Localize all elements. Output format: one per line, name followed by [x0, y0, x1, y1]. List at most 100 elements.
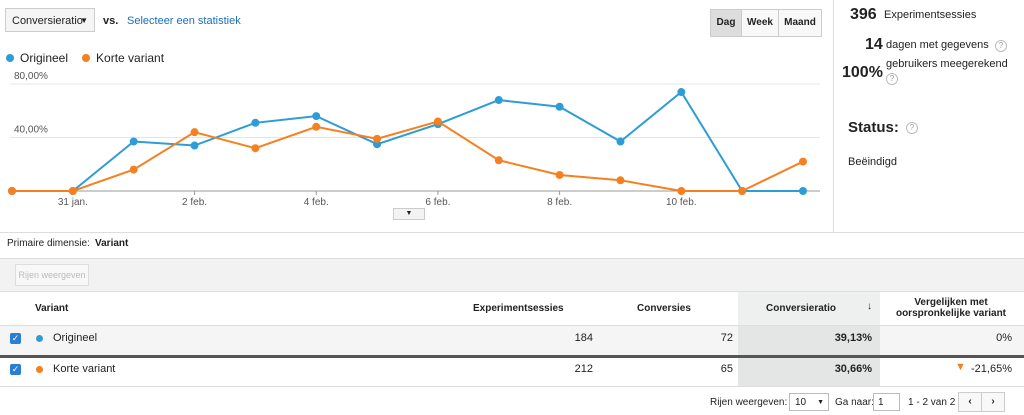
prev-button[interactable]: ‹	[958, 392, 982, 412]
rows-value: 10	[795, 397, 807, 408]
collapse-toggle[interactable]: ▼	[393, 208, 425, 220]
point	[677, 88, 686, 97]
select-metric[interactable]: Selecteer een statistiek	[127, 15, 241, 27]
vs: vs.	[103, 15, 119, 27]
sorted-cell	[738, 326, 880, 355]
x-tick-label: 6 feb.	[425, 197, 450, 208]
divider	[0, 386, 1024, 387]
divider	[0, 232, 1024, 233]
rows-button[interactable]: Rijen weergeven	[15, 264, 89, 286]
point	[129, 137, 138, 146]
next-button[interactable]: ›	[981, 392, 1005, 412]
point	[799, 187, 807, 195]
point	[799, 157, 807, 166]
point	[373, 134, 382, 143]
series-line	[12, 120, 804, 192]
x-tick-label: 8 feb.	[547, 197, 572, 208]
legend-dot	[6, 54, 14, 62]
chart: 40,00% 80,00% 31 jan. 2 feb. 4 feb. 6 feb. 8 f…	[8, 71, 820, 208]
point	[555, 170, 564, 179]
dimension-value[interactable]: Variant	[95, 238, 129, 249]
cell: 39,13%	[834, 332, 872, 344]
cell: 212	[574, 363, 593, 375]
month-button[interactable]: Maand	[778, 9, 822, 37]
help-icon[interactable]: ?	[886, 73, 898, 85]
week-button[interactable]: Week	[741, 9, 779, 37]
cell: Origineel	[53, 332, 98, 344]
point	[433, 117, 442, 126]
point	[494, 156, 503, 165]
metric: Conversieratio	[12, 15, 83, 27]
point	[616, 176, 625, 185]
days-label: dagen met gegevens	[886, 39, 989, 51]
metric-dropdown[interactable]: Conversieratio ▼	[5, 8, 95, 32]
x-tick-label: 2 feb.	[182, 197, 207, 208]
point	[738, 187, 747, 195]
cell: 0%	[996, 332, 1012, 344]
sessions-label: Experimentsessies	[884, 9, 977, 21]
sorted-cell	[738, 358, 880, 386]
header[interactable]: Experimentsessies	[473, 303, 564, 314]
goto-label: Ga naar:	[835, 397, 874, 408]
cell: 184	[574, 332, 593, 344]
cell: -21,65%	[971, 363, 1012, 375]
y-tick-label: 80,00%	[14, 71, 48, 82]
point	[312, 122, 321, 131]
x-tick-label: 31 jan.	[58, 197, 88, 208]
point	[616, 137, 625, 146]
range: 1 - 2 van 2	[908, 397, 956, 408]
legend-label: Origineel	[20, 51, 69, 65]
status: Beëindigd	[848, 156, 897, 168]
point	[190, 141, 199, 150]
header: Variant	[35, 303, 69, 314]
y-tick-label: 40,00%	[14, 125, 48, 136]
legend-item: Origineel	[6, 51, 68, 65]
row-separator	[0, 355, 1024, 358]
rows-select[interactable]: 10 ▼	[789, 393, 829, 411]
point	[129, 165, 138, 174]
point	[251, 144, 260, 153]
point	[8, 187, 16, 195]
header[interactable]: Conversies	[637, 303, 691, 314]
point	[251, 118, 260, 127]
help-icon[interactable]: ?	[906, 122, 918, 134]
checkbox: ✓	[10, 364, 21, 375]
legend-item: Korte variant	[82, 51, 164, 65]
x-tick-label: 10 feb.	[666, 197, 697, 208]
days: 14	[865, 36, 883, 53]
point	[555, 102, 564, 111]
status-label: Status:	[848, 119, 899, 136]
series-dot	[36, 335, 43, 342]
header[interactable]: Conversieratio	[766, 303, 837, 314]
goto-input[interactable]: 1	[873, 393, 900, 411]
users: 100%	[842, 64, 883, 81]
checkbox: ✓	[10, 333, 21, 344]
dimension-label: Primaire dimensie:	[7, 238, 90, 249]
legend-dot	[82, 54, 91, 62]
divider	[0, 291, 1024, 292]
rows-label: Rijen weergeven:	[710, 397, 788, 408]
legend: Origineel Korte variant	[6, 51, 178, 65]
header[interactable]: Vergelijken met oorspronkelijke variant	[895, 297, 1007, 319]
sessions: 396	[850, 6, 877, 23]
help-icon[interactable]: ?	[995, 40, 1007, 52]
point	[68, 187, 77, 195]
sort-arrow: ↓	[867, 301, 872, 312]
point	[677, 187, 686, 195]
cell: 30,66%	[834, 363, 872, 375]
series-dot	[36, 366, 43, 373]
series-line	[12, 90, 803, 192]
users-label: gebruikers meegerekend	[886, 58, 1008, 70]
point	[312, 112, 321, 121]
cell: 65	[720, 363, 733, 375]
cell: Korte variant	[53, 363, 116, 375]
cell: 72	[720, 332, 733, 344]
point	[494, 96, 503, 105]
point	[190, 128, 199, 137]
down-arrow: ▼	[955, 361, 966, 373]
day-button[interactable]: Dag	[710, 9, 742, 37]
legend-label: Korte variant	[96, 51, 165, 65]
x-tick-label: 4 feb.	[304, 197, 329, 208]
divider	[833, 0, 834, 232]
